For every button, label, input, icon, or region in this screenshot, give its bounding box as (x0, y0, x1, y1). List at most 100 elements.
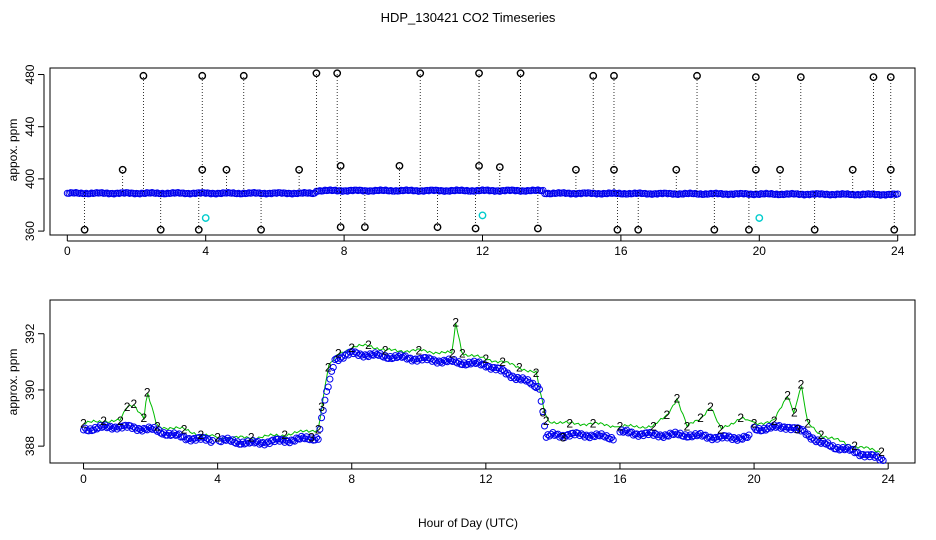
bottom-blue-point (256, 440, 264, 448)
top-mid-outlier-point (495, 163, 504, 172)
bottom-blue-point (324, 383, 332, 391)
top-low-outlier-point (890, 225, 899, 234)
bottom-blue-point (569, 429, 577, 437)
bottom-blue-point (537, 397, 545, 405)
top-blue-point (894, 190, 902, 198)
top-mid-outlier-point (848, 165, 857, 174)
top-high-outlier-point (751, 73, 760, 82)
bottom-blue-point (423, 356, 431, 364)
bottom-green-marker: 2 (117, 414, 124, 428)
bottom-blue-point (658, 432, 666, 440)
bottom-blue-point (460, 359, 468, 367)
top-low-outlier-point (745, 225, 753, 234)
bottom-blue-point (190, 434, 198, 442)
bottom-green-marker: 2 (533, 366, 540, 380)
bottom-blue-point (281, 438, 289, 446)
bottom-green-marker: 2 (804, 417, 811, 431)
top-low-outlier-point (471, 224, 480, 233)
bottom-y-label: approx. ppm (6, 349, 20, 416)
bottom-blue-point (864, 451, 872, 459)
bottom-blue-point (358, 351, 366, 359)
bottom-green-marker: 2 (516, 360, 523, 374)
top-high-outlier-point (239, 71, 248, 80)
bottom-green-marker: 2 (737, 411, 744, 425)
bottom-blue-point (879, 457, 887, 465)
bottom-blue-point (313, 434, 321, 442)
bottom-blue-point (333, 354, 341, 362)
bottom-blue-point (712, 433, 720, 441)
bottom-blue-point (276, 437, 284, 445)
bottom-blue-point (269, 436, 277, 444)
bottom-blue-point (207, 438, 215, 446)
bottom-blue-point (556, 433, 564, 441)
chart-title: HDP_130421 CO2 Timeseries (381, 10, 556, 25)
bottom-blue-point (487, 365, 495, 373)
top-low-outlier-point (156, 225, 165, 234)
bottom-blue-point (564, 431, 572, 439)
bottom-blue-point (163, 431, 171, 439)
top-mid-outlier-point (751, 165, 760, 174)
bottom-blue-point (728, 435, 736, 443)
bottom-blue-point (535, 385, 543, 393)
bottom-green-marker: 2 (100, 414, 107, 428)
bottom-blue-point (691, 430, 699, 438)
bottom-green-marker: 2 (818, 428, 825, 442)
bottom-green-marker: 2 (214, 431, 221, 445)
bottom-blue-point (723, 434, 731, 442)
bottom-blue-point (618, 426, 626, 434)
top-mid-outlier-point (295, 165, 304, 174)
bottom-blue-point (123, 423, 131, 431)
bottom-blue-point (158, 430, 166, 438)
bottom-blue-point (385, 355, 393, 363)
top-low-outlier-point (433, 223, 442, 232)
bottom-blue-point (314, 435, 322, 443)
bottom-green-marker: 2 (499, 355, 506, 369)
bottom-blue-point (837, 445, 845, 453)
bottom-blue-point (366, 350, 374, 358)
bottom-blue-point (301, 435, 309, 443)
bottom-green-marker: 2 (798, 377, 805, 391)
top-high-outlier-point (333, 69, 342, 78)
top-y-tick-label: 440 (23, 116, 37, 136)
bottom-blue-point (866, 453, 874, 461)
bottom-blue-point (463, 360, 471, 368)
bottom-green-marker: 2 (851, 439, 858, 453)
bottom-blue-point (85, 427, 93, 435)
bottom-green-marker: 2 (198, 428, 205, 442)
bottom-blue-point (525, 379, 533, 387)
bottom-y-tick-label: 390 (23, 380, 37, 400)
bottom-green-marker: 2 (878, 445, 885, 459)
bottom-blue-point (638, 430, 646, 438)
bottom-green-marker: 2 (315, 422, 322, 436)
bottom-blue-point (649, 431, 657, 439)
bottom-blue-point (722, 432, 730, 440)
bottom-y-tick-label: 388 (23, 436, 37, 456)
top-low-outlier-point (360, 223, 369, 232)
bottom-blue-point (458, 361, 466, 369)
top-x-tick-label: 12 (476, 244, 490, 258)
top-high-outlier-point (886, 73, 895, 82)
bottom-green-marker: 2 (784, 389, 791, 403)
bottom-blue-point (468, 359, 476, 367)
bottom-blue-point (380, 353, 388, 361)
bottom-blue-point (411, 355, 419, 363)
bottom-blue-point (769, 423, 777, 431)
bottom-green-marker: 2 (415, 344, 422, 358)
bottom-blue-point (740, 432, 748, 440)
bottom-blue-point (675, 431, 683, 439)
bottom-blue-point (499, 366, 507, 374)
bottom-blue-point (792, 426, 800, 434)
bottom-green-marker: 2 (449, 346, 456, 360)
bottom-blue-point (686, 431, 694, 439)
bottom-blue-point (587, 431, 595, 439)
bottom-blue-point (856, 452, 864, 460)
bottom-green-marker: 2 (365, 338, 372, 352)
top-low-outlier-point (336, 223, 345, 232)
bottom-blue-point (515, 375, 523, 383)
top-mid-outlier-point (572, 165, 580, 174)
bottom-blue-point (690, 432, 698, 440)
bottom-blue-point (579, 431, 587, 439)
bottom-blue-point (147, 424, 155, 432)
bottom-blue-point (753, 426, 761, 434)
